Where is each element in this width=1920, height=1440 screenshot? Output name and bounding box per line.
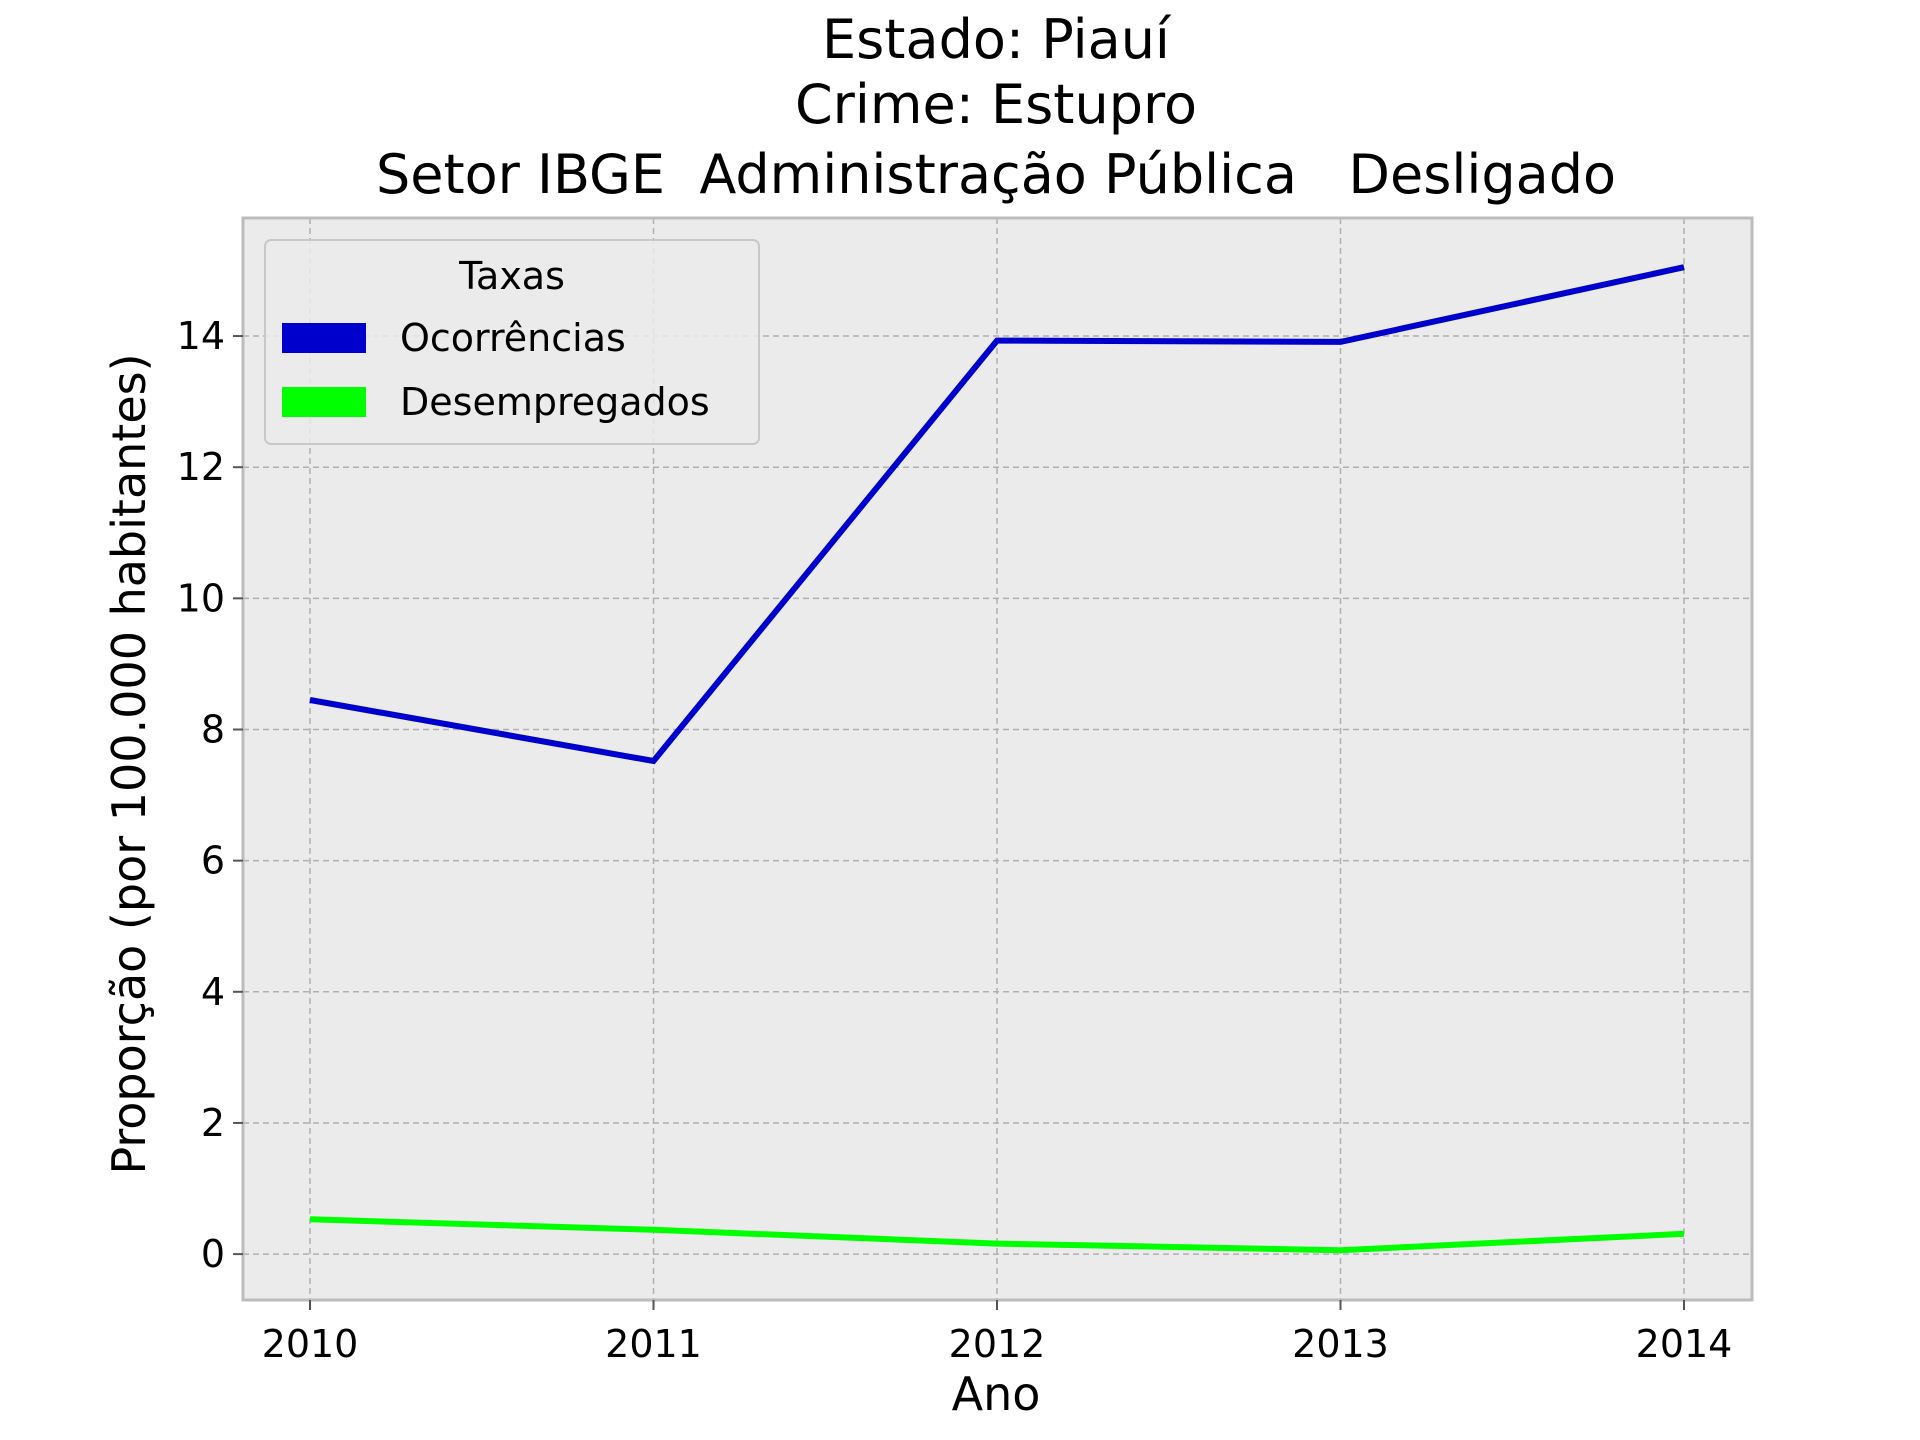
- x-tick-label: 2010: [262, 1322, 359, 1366]
- legend-title: Taxas: [458, 254, 565, 298]
- y-tick-label: 8: [201, 707, 225, 751]
- legend-entries: Ocorrências Desempregados: [282, 316, 710, 424]
- legend-label: Desempregados: [400, 380, 710, 424]
- x-tick-label: 2011: [605, 1322, 702, 1366]
- x-tick-label: 2013: [1292, 1322, 1389, 1366]
- y-tick-label: 12: [177, 445, 225, 489]
- chart-title: Estado: Piauí Crime: Estupro Setor IBGE …: [376, 8, 1616, 206]
- title-line-2: Crime: Estupro: [795, 73, 1197, 136]
- y-tick-label: 14: [177, 314, 225, 358]
- x-tick-label: 2014: [1636, 1322, 1733, 1366]
- title-line-1: Estado: Piauí: [822, 8, 1172, 71]
- y-tick-label: 4: [201, 970, 225, 1014]
- series-lines: [309, 264, 1685, 1254]
- y-tick-label: 2: [201, 1101, 225, 1145]
- y-axis-label: Proporção (por 100.000 habitantes): [102, 353, 156, 1174]
- legend-swatch: [282, 323, 366, 353]
- title-line-3: Setor IBGE Administração Pública Desliga…: [376, 143, 1616, 206]
- x-axis-label: Ano: [952, 1367, 1041, 1421]
- series-line-0: [309, 264, 1685, 765]
- legend-box: [264, 239, 760, 445]
- legend: Taxas Ocorrências Desempregados: [264, 239, 760, 445]
- y-axis-ticks: 0 2 4 6 8 10 12 14: [177, 314, 243, 1276]
- legend-swatch: [282, 387, 366, 417]
- x-tick-label: 2012: [949, 1322, 1046, 1366]
- y-tick-label: 0: [201, 1232, 225, 1276]
- y-tick-label: 10: [177, 576, 225, 620]
- x-axis-ticks: 2010 2011 2012 2013 2014: [262, 1300, 1733, 1366]
- legend-label: Ocorrências: [400, 316, 626, 360]
- y-tick-label: 6: [201, 839, 225, 883]
